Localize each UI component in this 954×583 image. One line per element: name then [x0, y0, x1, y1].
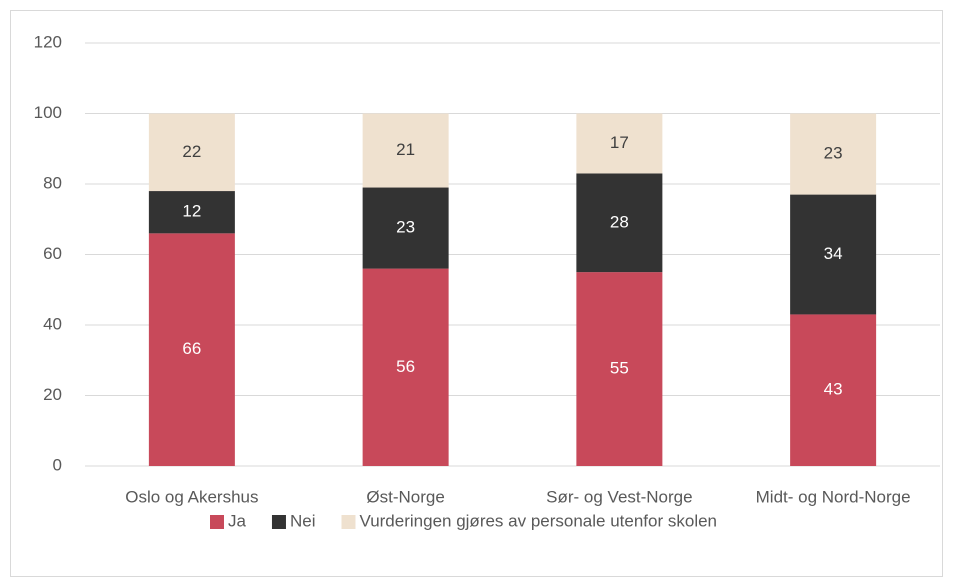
data-label: 66	[182, 339, 201, 358]
data-label: 23	[396, 218, 415, 237]
legend-label: Nei	[290, 511, 316, 530]
bar-segment	[148, 233, 235, 466]
y-tick-label: 60	[43, 244, 62, 263]
data-label: 55	[610, 359, 629, 378]
bar-segment	[148, 191, 235, 234]
x-tick-label: Oslo og Akershus	[125, 487, 258, 506]
y-tick-label: 80	[43, 173, 62, 192]
data-label: 28	[610, 212, 629, 231]
data-label: 56	[396, 357, 415, 376]
data-label: 43	[824, 380, 843, 399]
data-label: 23	[824, 144, 843, 163]
y-tick-label: 100	[34, 103, 62, 122]
x-tick-label: Øst-Norge	[366, 487, 444, 506]
y-tick-label: 20	[43, 385, 62, 404]
x-tick-label: Midt- og Nord-Norge	[756, 487, 911, 506]
data-label: 22	[182, 142, 201, 161]
bar-segment	[576, 173, 663, 273]
data-label: 34	[824, 244, 843, 263]
data-label: 17	[610, 133, 629, 152]
y-tick-label: 0	[53, 455, 62, 474]
legend-swatch	[271, 515, 286, 529]
legend-swatch	[210, 515, 224, 529]
bar-segment	[576, 272, 663, 466]
bar-segment	[362, 113, 449, 188]
data-label: 21	[396, 140, 415, 159]
y-tick-label: 40	[43, 314, 62, 333]
legend-label: Ja	[228, 511, 247, 530]
bar-segment	[576, 113, 663, 174]
y-tick-label: 120	[34, 32, 62, 51]
bar-segment	[790, 113, 877, 195]
bar-segment	[362, 187, 449, 269]
x-tick-label: Sør- og Vest-Norge	[546, 487, 692, 506]
bar-segment	[790, 194, 877, 315]
bar-segment	[790, 314, 877, 466]
bar-segment	[148, 113, 235, 192]
data-label: 12	[182, 202, 201, 221]
bar-segment	[362, 268, 449, 466]
legend-label: Vurderingen gjøres av personale utenfor …	[359, 511, 717, 530]
legend-swatch	[341, 515, 356, 529]
